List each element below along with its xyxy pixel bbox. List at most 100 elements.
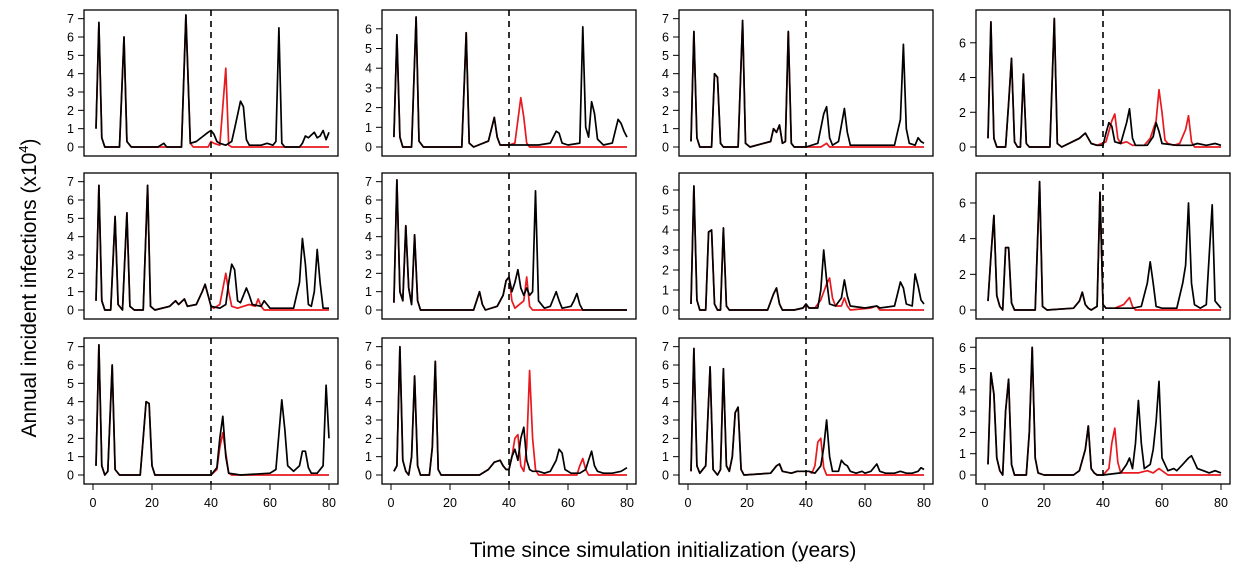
panel-frame bbox=[83, 337, 339, 485]
panel-r1-c1: 0 1 2 3 4 5 6 7 bbox=[365, 172, 637, 320]
plot-area bbox=[987, 338, 1222, 484]
y-tick-label: 2 bbox=[662, 104, 669, 118]
y-tick-label: 7 bbox=[662, 340, 669, 354]
y-tick-label: 3 bbox=[662, 86, 669, 100]
y-tick-label: 7 bbox=[67, 175, 74, 189]
plot-area bbox=[690, 173, 925, 319]
series-line-red bbox=[95, 184, 329, 311]
y-tick-label: 2 bbox=[67, 267, 74, 281]
x-tick-label: 20 bbox=[145, 496, 159, 510]
plot-area bbox=[393, 173, 627, 319]
y-tick-label: 6 bbox=[67, 359, 74, 373]
x-tick-label: 0 bbox=[90, 496, 97, 510]
plot-area bbox=[393, 338, 628, 484]
y-tick-label: 1 bbox=[365, 121, 372, 135]
y-tick-label: 4 bbox=[959, 71, 966, 85]
y-axis-title: Annual incident infections (x104) bbox=[16, 138, 41, 437]
y-tick-label: 6 bbox=[67, 31, 74, 45]
y-tick-label: 2 bbox=[662, 264, 669, 278]
plot-area bbox=[987, 10, 1222, 156]
series-line-red bbox=[95, 14, 329, 148]
y-tick-label: 0 bbox=[365, 141, 372, 155]
x-tick-label: 60 bbox=[1155, 496, 1169, 510]
series-line-black bbox=[690, 185, 925, 311]
x-tick-label: 60 bbox=[561, 496, 575, 510]
x-tick-label: 40 bbox=[502, 496, 516, 510]
panel-r1-c2: 0 1 2 3 4 5 6 bbox=[662, 172, 934, 320]
y-tick-label: 7 bbox=[365, 175, 372, 189]
plot-area bbox=[95, 10, 330, 156]
y-tick-label: 2 bbox=[67, 104, 74, 118]
series-line-black bbox=[690, 347, 925, 476]
panel-r0-c0: 0 1 2 3 4 5 6 7 bbox=[67, 9, 339, 157]
y-tick-label: 4 bbox=[959, 383, 966, 397]
y-tick-label: 5 bbox=[67, 212, 74, 226]
plot-area bbox=[393, 10, 628, 156]
panel-r1-c3: 0 2 4 6 bbox=[959, 172, 1231, 320]
y-tick-label: 0 bbox=[67, 141, 74, 155]
panel-frame bbox=[381, 9, 637, 157]
y-tick-label: 5 bbox=[662, 377, 669, 391]
y-tick-label: 0 bbox=[959, 469, 966, 483]
x-tick-label: 0 bbox=[388, 496, 395, 510]
series-line-red bbox=[393, 178, 627, 311]
y-tick-label: 6 bbox=[67, 194, 74, 208]
x-tick-label: 40 bbox=[204, 496, 218, 510]
y-tick-label: 4 bbox=[662, 395, 669, 409]
panel-frame bbox=[381, 172, 637, 320]
y-tick-label: 4 bbox=[67, 230, 74, 244]
x-tick-label: 20 bbox=[740, 496, 754, 510]
plot-area bbox=[95, 338, 330, 484]
panel-r0-c1: 0 1 2 3 4 5 6 bbox=[365, 9, 637, 157]
x-tick-label: 80 bbox=[917, 496, 931, 510]
y-tick-label: 7 bbox=[662, 12, 669, 26]
panel-frame bbox=[975, 172, 1231, 320]
y-tick-label: 2 bbox=[365, 432, 372, 446]
x-tick-label: 20 bbox=[443, 496, 457, 510]
series-line-black bbox=[393, 16, 628, 148]
y-tick-label: 3 bbox=[67, 414, 74, 428]
y-tick-label: 0 bbox=[959, 141, 966, 155]
y-tick-label: 2 bbox=[959, 426, 966, 440]
y-tick-label: 6 bbox=[959, 36, 966, 50]
x-tick-label: 80 bbox=[620, 496, 634, 510]
plot-area bbox=[987, 173, 1222, 319]
y-tick-label: 1 bbox=[662, 122, 669, 136]
y-tick-label: 5 bbox=[959, 362, 966, 376]
panel-frame bbox=[83, 9, 339, 157]
y-tick-label: 4 bbox=[67, 67, 74, 81]
series-line-black bbox=[95, 14, 330, 148]
panel-frame bbox=[975, 337, 1231, 485]
y-tick-label: 3 bbox=[959, 405, 966, 419]
y-axis-title-superscript: 4 bbox=[16, 145, 31, 152]
series-line-black bbox=[987, 17, 1222, 148]
y-tick-label: 3 bbox=[67, 249, 74, 263]
y-tick-label: 0 bbox=[67, 469, 74, 483]
panels-grid: 0123456701234560123456702460123456701234… bbox=[67, 9, 1231, 510]
y-tick-label: 2 bbox=[67, 432, 74, 446]
y-tick-label: 1 bbox=[67, 450, 74, 464]
x-axis-title: Time since simulation initialization (ye… bbox=[470, 539, 857, 562]
y-axis-title-close: ) bbox=[18, 138, 41, 145]
y-tick-label: 2 bbox=[365, 101, 372, 115]
y-tick-label: 5 bbox=[662, 204, 669, 218]
series-line-black bbox=[393, 345, 628, 476]
x-tick-label: 80 bbox=[322, 496, 336, 510]
y-tick-label: 5 bbox=[67, 49, 74, 63]
series-line-black bbox=[987, 346, 1222, 476]
y-tick-label: 2 bbox=[959, 106, 966, 120]
y-tick-label: 0 bbox=[662, 304, 669, 318]
y-tick-label: 2 bbox=[959, 268, 966, 282]
y-tick-label: 6 bbox=[959, 196, 966, 210]
x-tick-label: 60 bbox=[858, 496, 872, 510]
y-tick-label: 4 bbox=[365, 395, 372, 409]
y-tick-label: 3 bbox=[662, 244, 669, 258]
y-tick-label: 6 bbox=[662, 184, 669, 198]
y-tick-label: 4 bbox=[67, 395, 74, 409]
panel-frame bbox=[381, 337, 637, 485]
series-line-black bbox=[393, 178, 627, 311]
plot-area bbox=[690, 10, 925, 156]
y-tick-label: 6 bbox=[662, 31, 669, 45]
y-tick-label: 5 bbox=[365, 42, 372, 56]
y-tick-label: 7 bbox=[67, 12, 74, 26]
